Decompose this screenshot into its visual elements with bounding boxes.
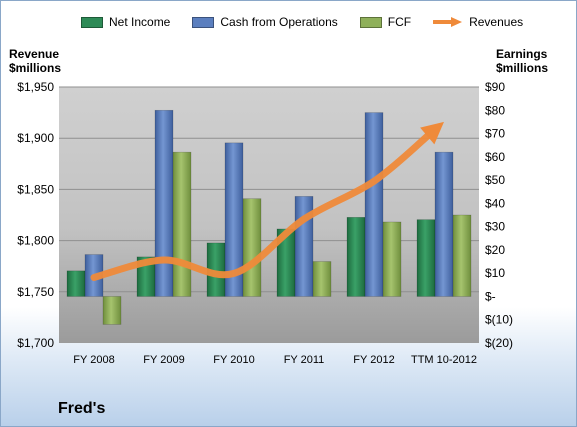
company-title: Fred's — [58, 400, 106, 417]
right-tick-label: $90 — [485, 80, 505, 94]
revenue-line — [90, 128, 436, 281]
bar-net-income — [66, 270, 86, 297]
right-tick-label: $40 — [485, 196, 505, 210]
legend-label-net-income: Net Income — [109, 15, 171, 29]
right-axis-title-line1: Earnings — [496, 47, 548, 61]
plot-area — [59, 87, 479, 343]
right-tick-label: $70 — [485, 127, 505, 141]
left-tick-label: $1,700 — [17, 336, 54, 350]
legend-swatch-net-income — [81, 16, 103, 28]
category-label: FY 2009 — [143, 354, 184, 366]
revenue-arrow-head — [420, 121, 444, 145]
left-axis-title-line2: $millions — [9, 61, 62, 75]
left-tick-label: $1,850 — [17, 182, 54, 196]
bar-fcf — [242, 198, 262, 297]
bar-cfo — [154, 109, 174, 297]
left-tick-label: $1,900 — [17, 131, 54, 145]
legend-swatch-cfo — [192, 16, 215, 28]
bar-cfo — [364, 112, 384, 297]
legend-item-revenues: Revenues — [433, 15, 523, 29]
category-label: FY 2011 — [284, 354, 325, 366]
legend-label-fcf: FCF — [387, 15, 412, 29]
category-label: FY 2008 — [73, 354, 114, 366]
right-tick-label: $60 — [485, 150, 505, 164]
legend-item-net-income: Net Income — [81, 15, 170, 29]
bar-fcf — [382, 221, 402, 297]
legend-item-fcf: FCF — [359, 15, 412, 29]
right-tick-label: $80 — [485, 103, 505, 117]
category-label: FY 2010 — [213, 354, 254, 366]
legend-label-revenues: Revenues — [469, 15, 524, 29]
legend-item-cfo: Cash from Operations — [192, 15, 338, 29]
right-axis-title-line2: $millions — [496, 61, 549, 75]
left-tick-label: $1,750 — [17, 285, 54, 299]
right-tick-label: $20 — [485, 243, 505, 257]
legend-label-cfo: Cash from Operations — [220, 15, 338, 29]
right-tick-label: $50 — [485, 173, 505, 187]
right-tick-label: $- — [485, 289, 496, 303]
right-tick-label: $30 — [485, 220, 505, 234]
bar-cfo — [434, 151, 454, 297]
category-label: TTM 10-2012 — [411, 354, 477, 366]
left-axis-title: Revenue $millions — [9, 47, 61, 75]
left-tick-label: $1,800 — [17, 234, 54, 248]
bar-net-income — [346, 217, 366, 297]
bar-fcf — [452, 214, 472, 297]
bar-net-income — [416, 219, 436, 297]
right-tick-label: $10 — [485, 266, 505, 280]
bar-fcf — [172, 151, 192, 297]
bar-fcf — [102, 296, 122, 325]
right-axis-title: Earnings $millions — [496, 47, 548, 75]
right-tick-label: $(10) — [485, 313, 513, 327]
left-tick-label: $1,950 — [17, 80, 54, 94]
left-axis-title-line1: Revenue — [9, 47, 60, 61]
chart-legend: Net Income Cash from Operations FCF Reve… — [81, 15, 545, 29]
right-tick-label: $(20) — [485, 336, 513, 350]
category-label: FY 2012 — [353, 354, 394, 366]
legend-swatch-fcf — [359, 16, 382, 28]
legend-arrow-icon — [433, 17, 463, 27]
bar-fcf — [312, 261, 332, 297]
